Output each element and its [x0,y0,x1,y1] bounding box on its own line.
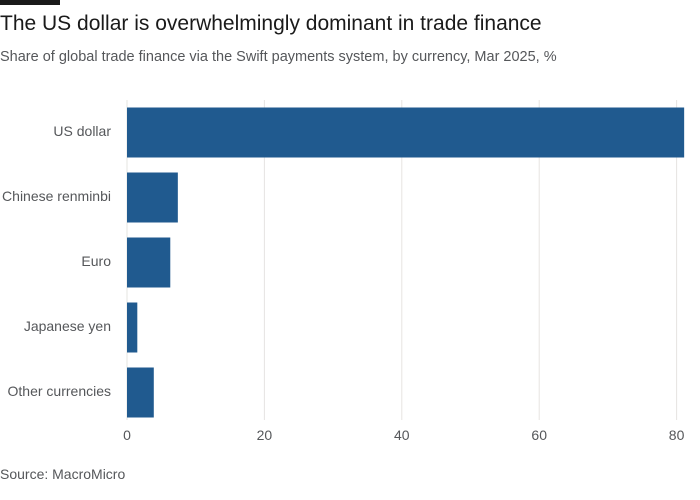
category-label: Other currencies [8,383,111,399]
bar [127,172,178,223]
bar [127,107,685,158]
x-tick-label: 80 [669,427,685,443]
x-tick-label: 40 [394,427,410,443]
bar-chart: US dollar Chinese renminbi Euro Japanese ye… [2,100,685,443]
category-label: Euro [81,253,111,269]
bar [127,237,171,288]
chart-subtitle: Share of global trade finance via the Sw… [0,49,557,65]
category-label: Chinese renminbi [2,188,111,204]
bars [127,107,685,418]
bar [127,302,138,353]
source-note: Source: MacroMicro [0,466,126,482]
category-label: US dollar [53,123,111,139]
x-tick-label: 60 [531,427,547,443]
x-tick-label: 20 [257,427,273,443]
x-tick-label: 0 [123,427,131,443]
category-labels: US dollar Chinese renminbi Euro Japanese ye… [2,123,111,399]
chart-title: The US dollar is overwhelmingly dominant… [0,12,542,35]
category-label: Japanese yen [24,318,111,334]
x-tick-labels: 0 20 40 60 80 [123,427,684,443]
bar [127,367,154,418]
top-rule [0,0,60,5]
